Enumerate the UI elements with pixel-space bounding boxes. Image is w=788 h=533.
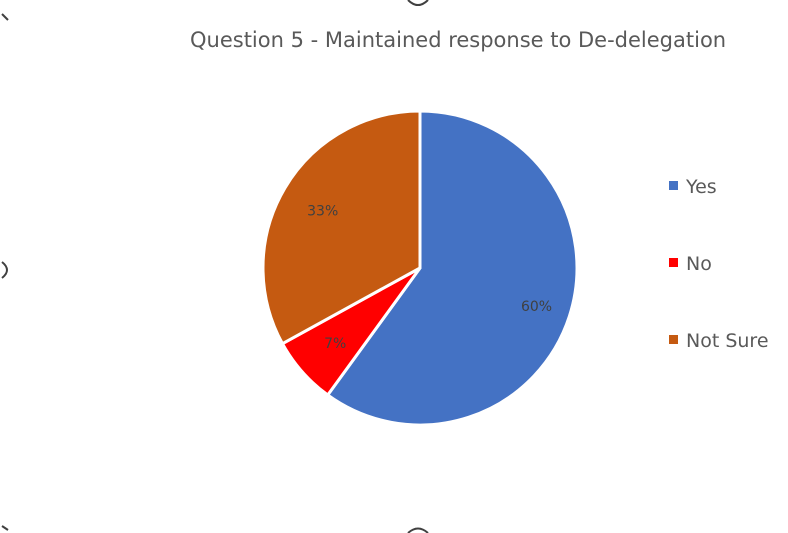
legend-label-yes: Yes <box>685 176 717 198</box>
edge-fragment-top <box>407 0 429 6</box>
pie-slice-yes <box>326 109 579 427</box>
pie-slices <box>261 109 579 427</box>
edge-fragment-left-top <box>1 13 9 21</box>
data-label-not-sure: 33% <box>307 204 338 220</box>
legend-label-not-sure: Not Sure <box>686 330 769 352</box>
edge-fragment-left-mid <box>1 261 8 279</box>
legend-swatch-no <box>669 258 678 267</box>
legend-swatch-yes <box>669 181 678 190</box>
pie-slice-not-sure <box>261 109 422 346</box>
edge-fragment-left-bottom <box>1 525 9 531</box>
edge-fragment-bottom <box>407 527 429 533</box>
chart-title: Question 5 - Maintained response to De-d… <box>190 28 726 52</box>
legend-swatch-not-sure <box>669 335 678 344</box>
data-label-yes: 60% <box>521 299 552 315</box>
pie-data-labels: 60% 7% 33% <box>307 204 552 352</box>
legend-label-no: No <box>686 253 712 275</box>
legend: Yes No Not Sure <box>669 176 769 352</box>
data-label-no: 7% <box>324 336 346 352</box>
